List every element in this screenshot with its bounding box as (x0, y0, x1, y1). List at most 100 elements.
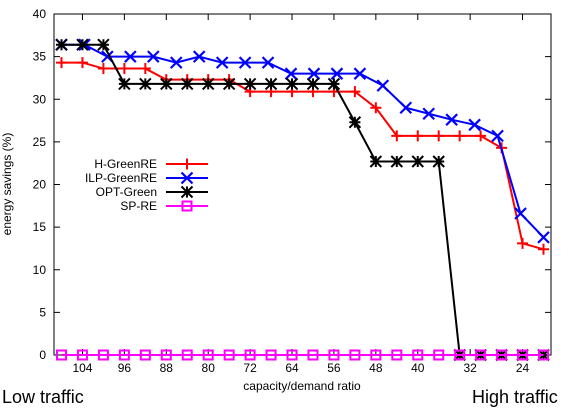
data-point (160, 77, 173, 91)
data-point (56, 349, 67, 361)
data-point (412, 349, 424, 361)
series-line (61, 43, 545, 239)
data-point (327, 77, 341, 91)
x-tick-label: 32 (463, 361, 477, 375)
y-tick-label: 25 (33, 135, 47, 149)
legend-marker (180, 185, 194, 199)
legend-label: H-GreenRE (94, 157, 157, 171)
legend-marker (181, 158, 193, 170)
y-axis-label: energy savings (%) (0, 133, 14, 236)
data-point (537, 231, 550, 244)
data-point (124, 50, 137, 63)
data-point (76, 38, 89, 51)
data-point (514, 207, 527, 220)
y-tick-label: 40 (33, 7, 47, 21)
data-point (307, 67, 321, 80)
data-point (475, 130, 487, 142)
data-point (496, 349, 508, 361)
data-point (399, 101, 413, 115)
data-point (265, 349, 277, 361)
data-point (243, 77, 257, 91)
data-point (264, 77, 278, 91)
legend-label: OPT-Green (96, 185, 157, 199)
data-point (238, 56, 252, 69)
x-tick-label: 48 (369, 361, 383, 375)
x-tick-label: 64 (285, 361, 299, 375)
data-point (139, 349, 151, 361)
data-point (412, 130, 424, 142)
data-point (432, 155, 445, 168)
y-tick-label: 10 (33, 263, 47, 277)
data-point (285, 77, 299, 91)
data-point (328, 349, 340, 361)
y-tick-label: 35 (33, 50, 47, 64)
data-point (433, 349, 445, 361)
y-tick-label: 0 (39, 348, 46, 362)
x-tick-label: 88 (160, 361, 174, 375)
data-point (97, 349, 109, 361)
x-tick-label: 96 (118, 361, 132, 375)
data-point (222, 77, 236, 91)
data-point (139, 63, 151, 75)
data-point (348, 116, 362, 129)
data-point (223, 349, 235, 361)
series-line (61, 61, 544, 251)
data-point (349, 349, 361, 361)
data-point (517, 349, 529, 361)
data-point (422, 107, 436, 121)
data-point (202, 349, 214, 361)
high-traffic-label: High traffic (472, 387, 558, 407)
data-point (244, 349, 256, 361)
data-point (181, 77, 194, 91)
data-point (538, 349, 549, 361)
data-point (475, 349, 487, 361)
x-tick-label: 80 (202, 361, 216, 375)
y-tick-label: 20 (33, 178, 47, 192)
data-point (118, 63, 130, 75)
x-tick-label: 56 (327, 361, 341, 375)
data-point (169, 56, 183, 69)
data-point (391, 349, 403, 361)
legend-marker (180, 171, 194, 185)
data-point (445, 113, 458, 126)
data-point (454, 130, 466, 142)
data-point (55, 38, 68, 51)
data-point (307, 349, 319, 361)
data-point (139, 77, 152, 91)
data-point (517, 237, 529, 249)
x-tick-label: 104 (72, 361, 92, 375)
y-tick-label: 5 (39, 305, 46, 319)
data-point (118, 349, 130, 361)
data-point (538, 243, 549, 255)
x-tick-label: 72 (243, 361, 257, 375)
data-point (261, 56, 275, 69)
data-point (192, 50, 206, 63)
data-point (97, 63, 109, 75)
data-point (147, 50, 160, 63)
data-point (215, 56, 229, 69)
data-point (468, 118, 481, 132)
data-point (284, 67, 298, 80)
data-point (411, 155, 424, 168)
data-point (160, 349, 172, 361)
data-point (97, 38, 110, 51)
data-point (353, 67, 367, 80)
x-axis-label: capacity/demand ratio (243, 379, 361, 393)
y-tick-label: 15 (33, 220, 47, 234)
data-point (201, 77, 215, 91)
y-tick-label: 30 (33, 92, 47, 106)
legend-label: SP-RE (120, 199, 157, 213)
data-point (370, 349, 382, 361)
low-traffic-label: Low traffic (2, 387, 84, 407)
data-point (76, 57, 88, 69)
data-point (286, 349, 298, 361)
data-point (376, 79, 390, 92)
data-point (330, 67, 344, 80)
legend-marker (181, 200, 193, 212)
x-tick-label: 24 (516, 361, 530, 375)
data-point (391, 130, 403, 142)
data-point (56, 57, 67, 69)
data-point (181, 349, 193, 361)
data-point (306, 77, 320, 91)
